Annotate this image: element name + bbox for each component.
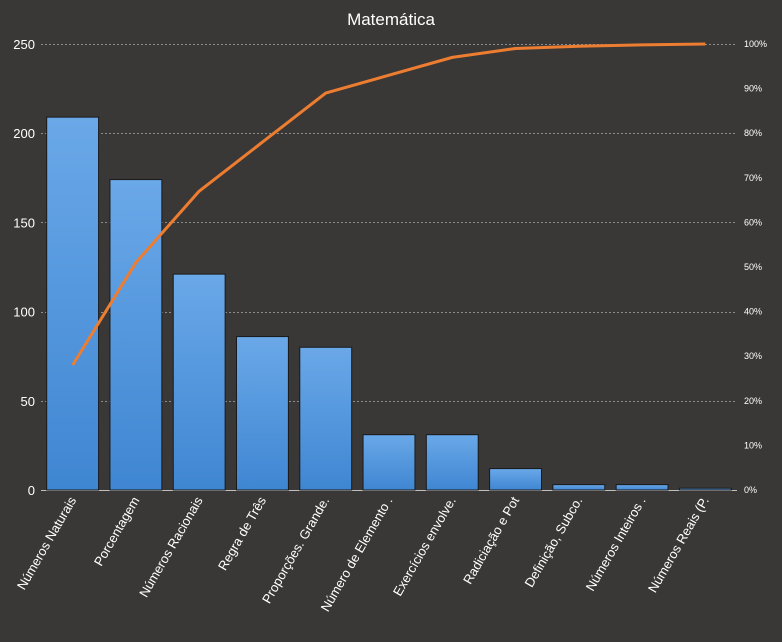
bar <box>615 484 669 491</box>
y2-tick-label: 100% <box>744 39 767 49</box>
y2-tick-label: 60% <box>744 217 762 227</box>
x-tick-label: Números Naturais <box>14 494 80 593</box>
y2-tick-label: 30% <box>744 351 762 361</box>
y-tick-label: 200 <box>13 126 35 141</box>
cumulative-line-layer <box>71 42 706 366</box>
x-tick-label: Números Inteiros . <box>583 494 649 593</box>
y2-tick-label: 70% <box>744 173 762 183</box>
bar <box>552 484 606 491</box>
x-tick-label: Números Racionais <box>136 494 206 600</box>
x-tick-label: Porcentagem <box>91 494 143 568</box>
y2-tick-label: 10% <box>744 440 762 450</box>
y2-tick-label: 0% <box>744 485 757 495</box>
y-axis-left: 0 50 100 150 200 250 <box>13 37 35 498</box>
bar <box>362 434 416 491</box>
cumulative-line <box>71 42 706 366</box>
bar <box>172 273 226 491</box>
y2-tick-label: 40% <box>744 307 762 317</box>
chart-title: Matemática <box>347 10 435 29</box>
bar <box>678 487 732 491</box>
y-axis-right: 0% 10% 20% 30% 40% 50% 60% 70% 80% 90% 100% <box>744 39 767 495</box>
bar <box>425 434 479 491</box>
x-tick-label: Exercícios envolve. <box>390 494 459 598</box>
bar <box>489 468 542 491</box>
x-tick-label: Números Reais (P. <box>645 494 712 595</box>
y-tick-label: 250 <box>13 37 35 52</box>
x-tick-label: Regra de Três <box>215 494 269 573</box>
y-tick-label: 50 <box>21 394 35 409</box>
y-tick-label: 100 <box>13 305 35 320</box>
y2-tick-label: 90% <box>744 84 762 94</box>
y2-tick-label: 50% <box>744 262 762 272</box>
y-tick-label: 0 <box>28 483 35 498</box>
x-tick-label: Número de Elemento . <box>318 494 396 614</box>
y2-tick-label: 80% <box>744 128 762 138</box>
x-tick-label: Definição, Subco. <box>521 494 585 590</box>
bar <box>109 179 163 491</box>
y-tick-label: 150 <box>13 215 35 230</box>
y2-tick-label: 20% <box>744 396 762 406</box>
x-tick-label: Radiciação e Pot <box>460 494 522 587</box>
bar <box>299 346 353 491</box>
x-tick-label: Proporções. Grande. <box>259 494 332 606</box>
bars <box>46 116 732 491</box>
bar <box>46 116 100 491</box>
bar <box>236 336 289 491</box>
